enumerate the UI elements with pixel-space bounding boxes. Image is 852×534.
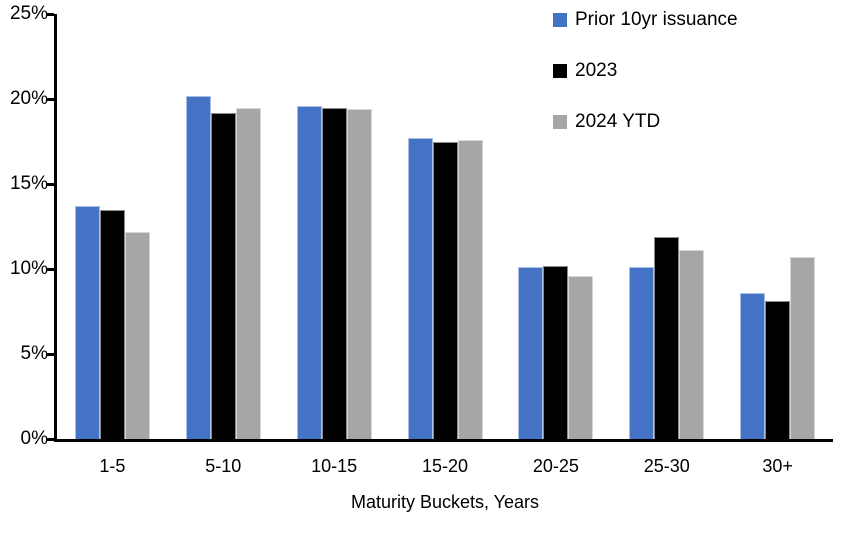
x-axis-tick-label-5-10: 5-10 bbox=[205, 456, 242, 476]
bar-2024-ytd-1-5 bbox=[124, 231, 150, 439]
bar-2024-ytd-25-30 bbox=[679, 250, 705, 439]
bar-group-1-5 bbox=[57, 14, 168, 439]
y-axis-line bbox=[54, 14, 57, 442]
bar-2024-ytd-15-20 bbox=[457, 139, 483, 439]
x-axis-tick-labels: 1-5 5-10 10-15 15-20 20-25 25-30 30+ bbox=[57, 456, 833, 477]
y-axis-tick-label: 15% bbox=[9, 173, 48, 194]
bar-group-10-15 bbox=[279, 14, 390, 439]
bar-2023-5-10 bbox=[210, 112, 236, 439]
legend-swatch-icon bbox=[553, 13, 567, 27]
legend: Prior 10yr issuance 2023 2024 YTD bbox=[553, 8, 738, 134]
bar-prior-10yr-issuance-1-5 bbox=[74, 206, 100, 439]
legend-swatch-icon bbox=[553, 115, 567, 129]
x-axis-title: Maturity Buckets, Years bbox=[350, 492, 540, 512]
bar-group-25-30 bbox=[611, 14, 722, 439]
bar-2024-ytd-30+ bbox=[790, 257, 816, 439]
bar-group-15-20 bbox=[390, 14, 501, 439]
bar-2023-25-30 bbox=[654, 236, 680, 439]
bar-2023-10-15 bbox=[321, 108, 347, 439]
y-axis-tick-label: 5% bbox=[20, 343, 48, 364]
legend-swatch-icon bbox=[553, 64, 567, 78]
bar-prior-10yr-issuance-30+ bbox=[740, 292, 766, 439]
bar-2024-ytd-20-25 bbox=[568, 275, 594, 439]
bar-2023-30+ bbox=[765, 301, 791, 439]
bar-2023-1-5 bbox=[99, 209, 125, 439]
bar-2024-ytd-5-10 bbox=[235, 107, 261, 439]
x-axis-tick-label-25-30: 25-30 bbox=[643, 456, 690, 476]
y-axis-tick bbox=[46, 12, 54, 16]
y-axis-tick bbox=[46, 97, 54, 101]
bar-group-30+ bbox=[722, 14, 833, 439]
plot-area bbox=[57, 14, 833, 439]
x-axis-line bbox=[54, 439, 833, 442]
x-axis-tick-label-30+: 30+ bbox=[762, 456, 793, 476]
y-axis-tick-label: 20% bbox=[9, 88, 48, 109]
legend-item: 2023 bbox=[553, 59, 738, 83]
bar-prior-10yr-issuance-15-20 bbox=[407, 138, 433, 439]
legend-label: 2024 YTD bbox=[575, 111, 661, 132]
bar-group-20-25 bbox=[500, 14, 611, 439]
bar-2024-ytd-10-15 bbox=[346, 109, 372, 439]
bar-prior-10yr-issuance-25-30 bbox=[629, 267, 655, 439]
y-axis-tick-label: 10% bbox=[9, 258, 48, 279]
y-axis-tick bbox=[46, 437, 54, 441]
x-axis-tick-label-10-15: 10-15 bbox=[311, 456, 358, 476]
legend-label: Prior 10yr issuance bbox=[575, 9, 738, 30]
y-axis-tick bbox=[46, 267, 54, 271]
bar-group-5-10 bbox=[168, 14, 279, 439]
bar-2023-15-20 bbox=[432, 141, 458, 439]
x-axis-tick-label-20-25: 20-25 bbox=[532, 456, 579, 476]
legend-item: 2024 YTD bbox=[553, 110, 738, 134]
x-axis-tick-label-1-5: 1-5 bbox=[99, 456, 126, 476]
y-axis-tick bbox=[46, 182, 54, 186]
x-axis-tick-label-15-20: 15-20 bbox=[421, 456, 469, 476]
bar-prior-10yr-issuance-20-25 bbox=[518, 267, 544, 439]
y-axis-tick-label: 25% bbox=[9, 3, 48, 24]
bar-2023-20-25 bbox=[543, 265, 569, 439]
legend-item: Prior 10yr issuance bbox=[553, 8, 738, 32]
y-axis-tick bbox=[46, 352, 54, 356]
y-axis-tick-label: 0% bbox=[20, 428, 48, 449]
bar-prior-10yr-issuance-5-10 bbox=[185, 95, 211, 439]
legend-label: 2023 bbox=[575, 60, 618, 81]
bar-prior-10yr-issuance-10-15 bbox=[296, 105, 322, 439]
